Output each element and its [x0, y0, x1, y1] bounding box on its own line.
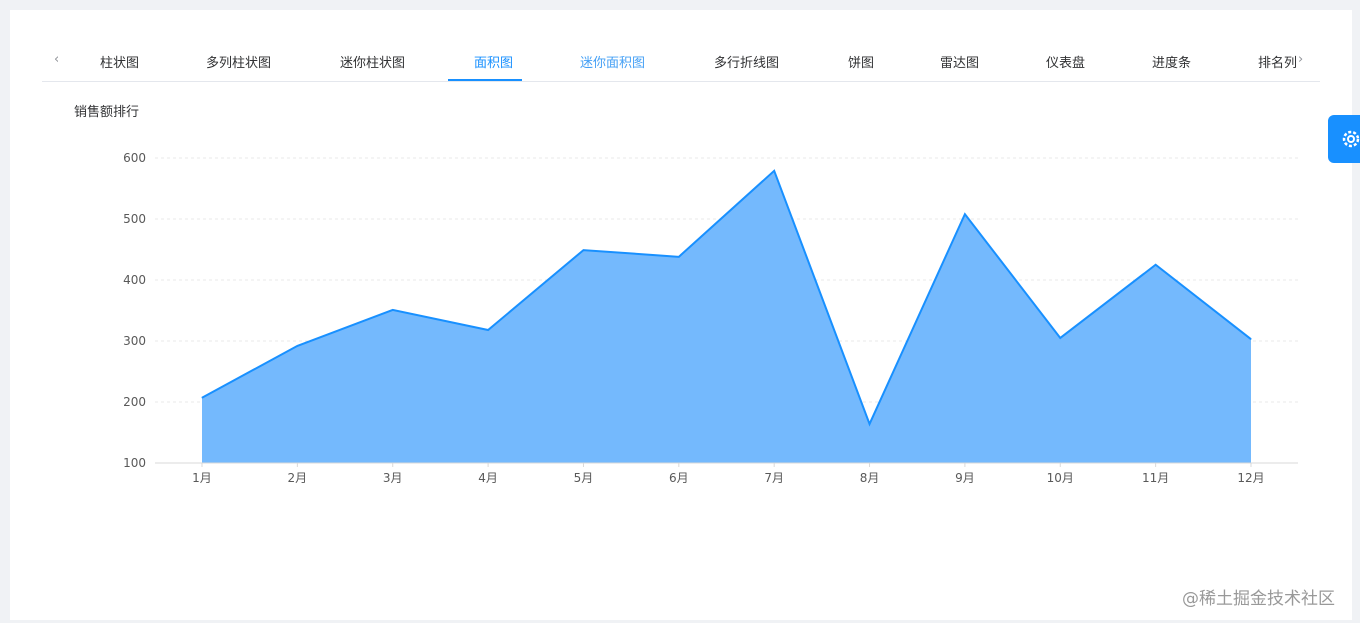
data-point	[678, 256, 680, 258]
data-point	[964, 213, 966, 215]
settings-button[interactable]	[1328, 115, 1360, 163]
chart-title: 销售额排行	[74, 105, 140, 120]
data-point	[201, 397, 203, 399]
gear-icon	[1342, 130, 1360, 148]
chevron-left-icon[interactable]: ‹	[54, 52, 60, 67]
area-fill	[202, 170, 1251, 463]
data-point	[1250, 338, 1252, 340]
data-point	[773, 170, 775, 172]
data-point	[582, 249, 584, 251]
x-tick-label: 6月	[669, 471, 689, 485]
x-tick-label: 7月	[764, 471, 784, 485]
y-tick-label: 100	[123, 456, 146, 470]
x-tick-label: 3月	[383, 471, 403, 485]
x-tick-label: 9月	[955, 471, 975, 485]
x-tick-label: 11月	[1142, 471, 1169, 485]
tab-7[interactable]: 雷达图	[940, 56, 980, 71]
tab-3[interactable]: 面积图	[474, 56, 514, 71]
tab-10[interactable]: 排名列	[1258, 56, 1298, 71]
x-tick-label: 4月	[478, 471, 498, 485]
tab-4[interactable]: 迷你面积图	[580, 56, 646, 71]
tab-5[interactable]: 多行折线图	[714, 56, 780, 71]
watermark: @稀土掘金技术社区	[1182, 589, 1335, 609]
y-tick-label: 600	[123, 151, 146, 165]
area-line	[201, 169, 1252, 427]
y-tick-label: 400	[123, 273, 146, 287]
active-tab-indicator	[448, 79, 522, 81]
tab-8[interactable]: 仪表盘	[1046, 56, 1086, 71]
x-tick-label: 8月	[860, 471, 880, 485]
x-tick-label: 1月	[192, 471, 212, 485]
tab-6[interactable]: 饼图	[848, 56, 875, 71]
data-point	[487, 329, 489, 331]
data-point	[1059, 337, 1061, 339]
y-tick-label: 300	[123, 334, 146, 348]
x-tick-label: 5月	[574, 471, 594, 485]
x-tick-label: 12月	[1237, 471, 1264, 485]
data-point	[1155, 264, 1157, 266]
data-point	[296, 345, 298, 347]
y-tick-label: 500	[123, 212, 146, 226]
x-tick-label: 2月	[288, 471, 308, 485]
x-tick-label: 10月	[1047, 471, 1074, 485]
tab-2[interactable]: 迷你柱状图	[340, 56, 406, 71]
tab-0[interactable]: 柱状图	[100, 56, 140, 71]
tab-1[interactable]: 多列柱状图	[206, 56, 272, 71]
chevron-right-icon[interactable]: ›	[1298, 52, 1304, 67]
tab-9[interactable]: 进度条	[1152, 56, 1192, 71]
data-point	[392, 309, 394, 311]
y-tick-label: 200	[123, 395, 146, 409]
data-point	[869, 423, 871, 425]
tab-bar: ‹ 柱状图 多列柱状图 迷你柱状图 面积图 迷你面积图 多行折线图 饼图 雷达图 仪表盘 进度条 排…	[42, 40, 1320, 82]
